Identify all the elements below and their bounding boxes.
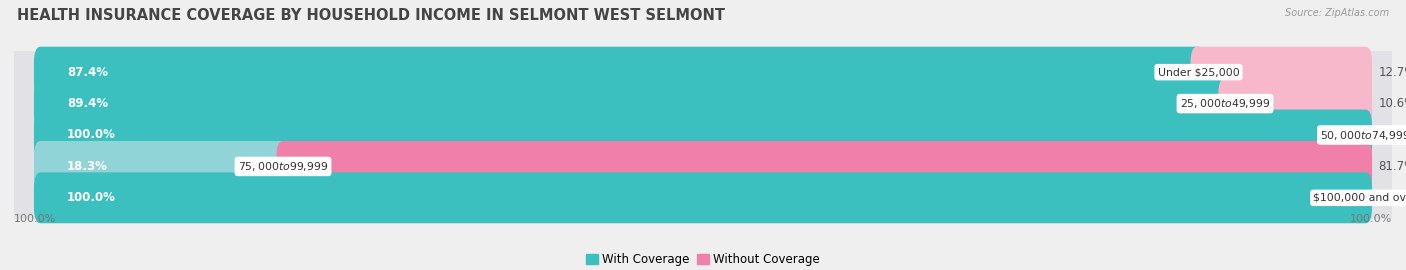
Text: 87.4%: 87.4% bbox=[67, 66, 108, 79]
FancyBboxPatch shape bbox=[34, 110, 1372, 160]
FancyBboxPatch shape bbox=[34, 141, 290, 192]
Text: Source: ZipAtlas.com: Source: ZipAtlas.com bbox=[1285, 8, 1389, 18]
FancyBboxPatch shape bbox=[10, 177, 1396, 219]
Text: $50,000 to $74,999: $50,000 to $74,999 bbox=[1320, 129, 1406, 141]
Text: HEALTH INSURANCE COVERAGE BY HOUSEHOLD INCOME IN SELMONT WEST SELMONT: HEALTH INSURANCE COVERAGE BY HOUSEHOLD I… bbox=[17, 8, 725, 23]
FancyBboxPatch shape bbox=[1191, 47, 1372, 98]
Text: 100.0%: 100.0% bbox=[1350, 214, 1392, 224]
Text: 18.3%: 18.3% bbox=[67, 160, 108, 173]
FancyBboxPatch shape bbox=[34, 172, 1372, 223]
FancyBboxPatch shape bbox=[34, 78, 1232, 129]
Text: 100.0%: 100.0% bbox=[14, 214, 56, 224]
FancyBboxPatch shape bbox=[10, 83, 1396, 125]
Text: 10.6%: 10.6% bbox=[1379, 97, 1406, 110]
Legend: With Coverage, Without Coverage: With Coverage, Without Coverage bbox=[581, 248, 825, 270]
FancyBboxPatch shape bbox=[10, 114, 1396, 156]
Text: $75,000 to $99,999: $75,000 to $99,999 bbox=[238, 160, 328, 173]
Text: $100,000 and over: $100,000 and over bbox=[1313, 193, 1406, 203]
FancyBboxPatch shape bbox=[10, 51, 1396, 93]
Text: 100.0%: 100.0% bbox=[67, 129, 115, 141]
Text: 89.4%: 89.4% bbox=[67, 97, 108, 110]
Text: Under $25,000: Under $25,000 bbox=[1157, 67, 1239, 77]
FancyBboxPatch shape bbox=[10, 145, 1396, 187]
Text: 12.7%: 12.7% bbox=[1379, 66, 1406, 79]
Text: 100.0%: 100.0% bbox=[67, 191, 115, 204]
FancyBboxPatch shape bbox=[277, 141, 1372, 192]
FancyBboxPatch shape bbox=[34, 47, 1205, 98]
Text: 81.7%: 81.7% bbox=[1379, 160, 1406, 173]
Text: $25,000 to $49,999: $25,000 to $49,999 bbox=[1180, 97, 1270, 110]
FancyBboxPatch shape bbox=[1219, 78, 1372, 129]
